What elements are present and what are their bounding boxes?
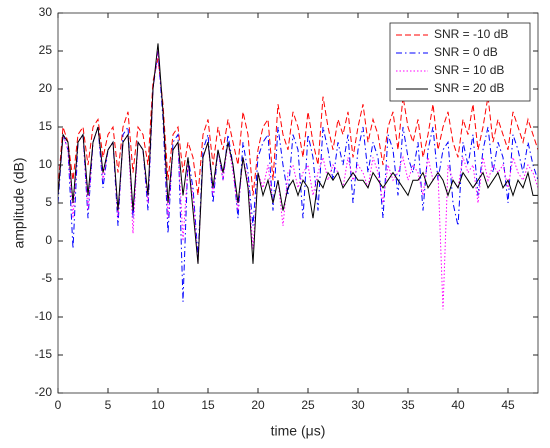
y-tick-label: 5 [45,195,52,209]
x-tick-label: 40 [451,398,465,412]
y-tick-label: 0 [45,233,52,247]
y-tick-label: 30 [39,5,53,19]
y-tick-label: 25 [39,43,53,57]
data-line [58,58,538,196]
legend-box [389,22,531,102]
y-axis-label: amplitude (dB) [11,157,27,248]
x-tick-label: 20 [251,398,265,412]
x-tick-label: 30 [351,398,365,412]
legend-label: SNR = 10 dB [434,63,504,77]
data-line [58,43,538,264]
legend-label: SNR = 20 dB [434,81,504,95]
x-tick-label: 5 [105,398,112,412]
y-tick-label: 10 [39,157,53,171]
x-tick-label: 15 [201,398,215,412]
legend-label: SNR = -10 dB [434,27,508,41]
y-tick-label: 15 [39,119,53,133]
x-tick-label: 25 [301,398,315,412]
y-tick-label: -20 [35,385,53,399]
y-tick-label: -10 [35,309,53,323]
y-tick-label: -15 [35,347,53,361]
legend-label: SNR = 0 dB [434,45,498,59]
x-tick-label: 35 [401,398,415,412]
x-tick-label: 10 [151,398,165,412]
x-tick-label: 0 [55,398,62,412]
x-axis-label: time (μs) [271,423,326,439]
y-tick-label: -5 [41,271,52,285]
x-tick-label: 45 [501,398,515,412]
y-tick-label: 20 [39,81,53,95]
